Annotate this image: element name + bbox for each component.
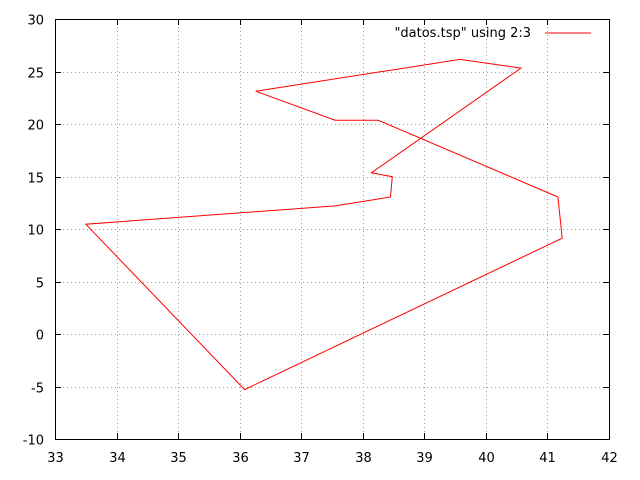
x-tick-label: 33 [47, 451, 64, 466]
y-tick-label: 10 [27, 224, 44, 239]
y-tick-label: 25 [27, 67, 44, 82]
x-tick-label: 36 [232, 451, 249, 466]
x-tick-label: 35 [170, 451, 187, 466]
x-tick-label: 39 [416, 451, 433, 466]
plot-frame [55, 19, 610, 440]
x-tick-label: 34 [109, 451, 126, 466]
y-tick-label: 20 [27, 119, 44, 134]
y-tick-label: -5 [31, 382, 44, 397]
grid [55, 19, 609, 439]
x-tick-label: 40 [478, 451, 495, 466]
y-tick-labels: -10 -5 0 5 10 15 20 25 30 [23, 14, 44, 449]
y-tick-label: 5 [36, 277, 44, 292]
y-tick-label: 15 [27, 172, 44, 187]
x-tick-label: 42 [601, 451, 618, 466]
y-tick-label: 0 [36, 329, 44, 344]
x-tick-label: 37 [293, 451, 310, 466]
y-tick-label: 30 [27, 14, 44, 29]
y-tick-label: -10 [23, 434, 44, 449]
legend-label: "datos.tsp" using 2:3 [394, 26, 531, 41]
ticks [55, 19, 610, 440]
series-layer [84, 58, 563, 391]
x-tick-labels: 33 34 35 36 37 38 39 40 41 42 [47, 451, 618, 466]
x-tick-label: 38 [355, 451, 372, 466]
legend: "datos.tsp" using 2:3 [394, 26, 591, 41]
x-tick-label: 41 [539, 451, 556, 466]
series-line [84, 58, 563, 391]
